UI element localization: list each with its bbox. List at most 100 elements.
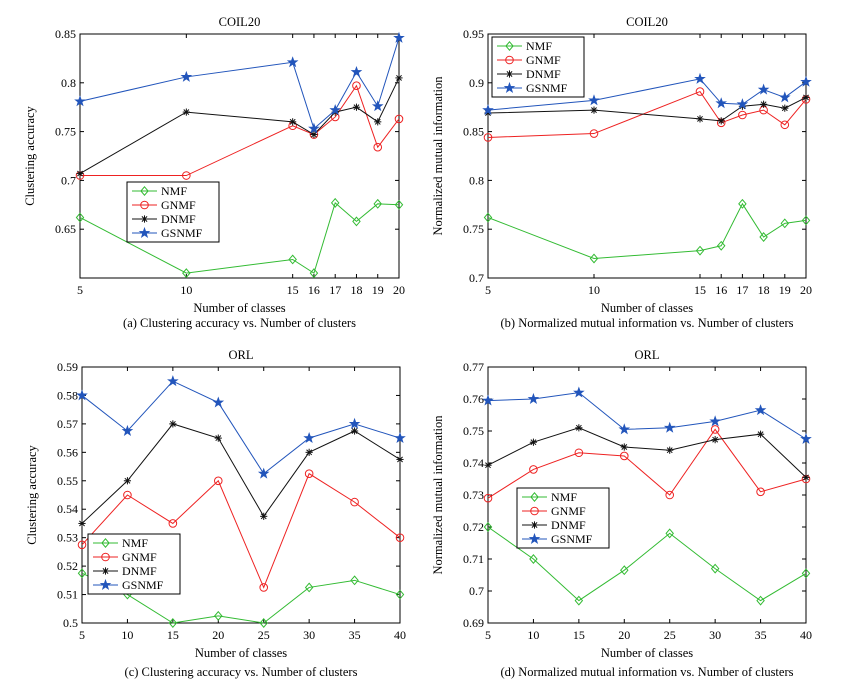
data-point-gsnmf [663, 421, 676, 433]
data-point-nmf [350, 575, 359, 586]
y-tick-label: 0.73 [463, 488, 484, 502]
data-point-nmf [710, 563, 720, 574]
y-tick-label: 0.56 [57, 445, 78, 459]
legend-marker-gnmf [505, 55, 514, 65]
data-point-nmf [716, 240, 726, 251]
series-line-gsnmf [487, 392, 807, 440]
legend-entry-nmf: NMF [551, 490, 577, 504]
data-point-nmf [665, 528, 674, 539]
legend-marker-nmf [101, 538, 110, 548]
data-point-nmf [395, 589, 405, 600]
data-point-dnmf [76, 169, 84, 178]
data-point-dnmf [711, 436, 719, 444]
x-tick-label: 10 [527, 628, 539, 642]
series-dnmf [484, 93, 810, 125]
data-point-gnmf [695, 87, 705, 96]
data-point-gsnmf [778, 91, 791, 103]
legend-entry-gsnmf: GSNMF [551, 532, 593, 546]
data-point-nmf [373, 198, 382, 209]
data-point-dnmf [310, 130, 318, 139]
panel-caption: (c) Clustering accuracy vs. Number of cl… [125, 665, 358, 679]
series-line-nmf [79, 201, 400, 274]
y-tick-label: 0.8 [61, 76, 76, 90]
y-tick-label: 0.65 [55, 222, 76, 236]
series-dnmf [78, 420, 404, 528]
data-point-gsnmf [573, 386, 585, 398]
data-point-nmf [77, 568, 87, 579]
y-tick-label: 0.85 [55, 27, 76, 41]
data-point-gnmf [483, 133, 493, 142]
legend-entry-gsnmf: GSNMF [526, 81, 568, 95]
data-point-dnmf [666, 446, 674, 454]
y-tick-label: 0.72 [463, 520, 484, 534]
x-tick-label: 20 [800, 283, 812, 297]
data-point-gnmf [352, 81, 361, 91]
data-point-nmf [483, 212, 493, 223]
data-point-dnmf [395, 74, 403, 82]
data-point-gnmf [483, 493, 493, 503]
data-point-gsnmf [286, 56, 299, 68]
data-point-dnmf [802, 473, 810, 481]
data-point-dnmf [620, 443, 628, 451]
data-point-gsnmf [329, 104, 342, 116]
data-point-gsnmf [709, 415, 721, 427]
legend-marker-nmf [530, 492, 539, 502]
data-point-dnmf [305, 448, 313, 456]
y-tick-label: 0.54 [57, 502, 78, 516]
legend-marker-gnmf [140, 200, 149, 210]
data-point-gsnmf [212, 396, 225, 408]
data-point-gsnmf [800, 75, 812, 87]
data-point-gsnmf [715, 97, 728, 109]
data-point-gnmf [168, 519, 178, 528]
data-point-nmf [288, 254, 297, 265]
x-axis-label: Number of classes [195, 646, 287, 660]
x-tick-label: 25 [258, 628, 270, 642]
x-tick-label: 10 [180, 283, 192, 297]
legend-entry-nmf: NMF [122, 536, 148, 550]
x-tick-label: 15 [287, 283, 299, 297]
x-axis-label: Number of classes [601, 646, 693, 660]
legend-entry-gnmf: GNMF [122, 550, 157, 564]
chart-title: ORL [229, 348, 254, 362]
data-point-gnmf [395, 533, 405, 542]
data-point-gsnmf [694, 72, 706, 84]
data-point-gnmf [259, 583, 269, 592]
data-point-nmf [738, 198, 747, 209]
panel-caption: (b) Normalized mutual information vs. Nu… [501, 316, 794, 330]
y-tick-label: 0.57 [57, 417, 78, 431]
data-point-gnmf [77, 540, 87, 550]
data-point-gnmf [780, 120, 790, 130]
data-point-nmf [529, 554, 538, 564]
data-point-dnmf [169, 420, 177, 428]
data-point-nmf [620, 565, 629, 576]
x-tick-label: 30 [303, 628, 315, 642]
data-point-gsnmf [736, 98, 749, 110]
chart-title: ORL [635, 348, 660, 362]
data-point-nmf [330, 197, 340, 208]
chart-title: COIL20 [219, 15, 261, 29]
series-nmf [483, 198, 811, 264]
legend-entry-nmf: NMF [526, 39, 552, 53]
legend-marker-dnmf [530, 521, 539, 529]
data-point-nmf [304, 582, 314, 593]
y-tick-label: 0.7 [469, 584, 484, 598]
data-point-nmf [182, 268, 191, 279]
y-tick-label: 0.8 [469, 173, 484, 187]
legend-marker-gsnmf [138, 226, 151, 238]
legend-marker-gsnmf [503, 81, 516, 93]
data-point-dnmf [214, 434, 222, 442]
chart-panel-0: 5 10 15 16 17 18 19 20 0.65 0.7 0.75 0.8 0.85 COIL20 N… [23, 15, 405, 330]
data-point-gsnmf [371, 100, 384, 112]
legend-marker-gsnmf [528, 532, 541, 544]
data-point-dnmf [575, 424, 583, 432]
data-point-dnmf [696, 115, 704, 123]
series-nmf [483, 522, 811, 606]
y-tick-label: 0.53 [57, 531, 78, 545]
data-point-dnmf [781, 104, 789, 112]
y-tick-label: 0.76 [463, 392, 484, 406]
legend-marker-nmf [505, 41, 514, 51]
x-tick-label: 16 [715, 283, 727, 297]
data-point-dnmf [182, 108, 190, 116]
x-axis-label: Number of classes [193, 301, 285, 315]
y-tick-label: 0.58 [57, 388, 78, 402]
